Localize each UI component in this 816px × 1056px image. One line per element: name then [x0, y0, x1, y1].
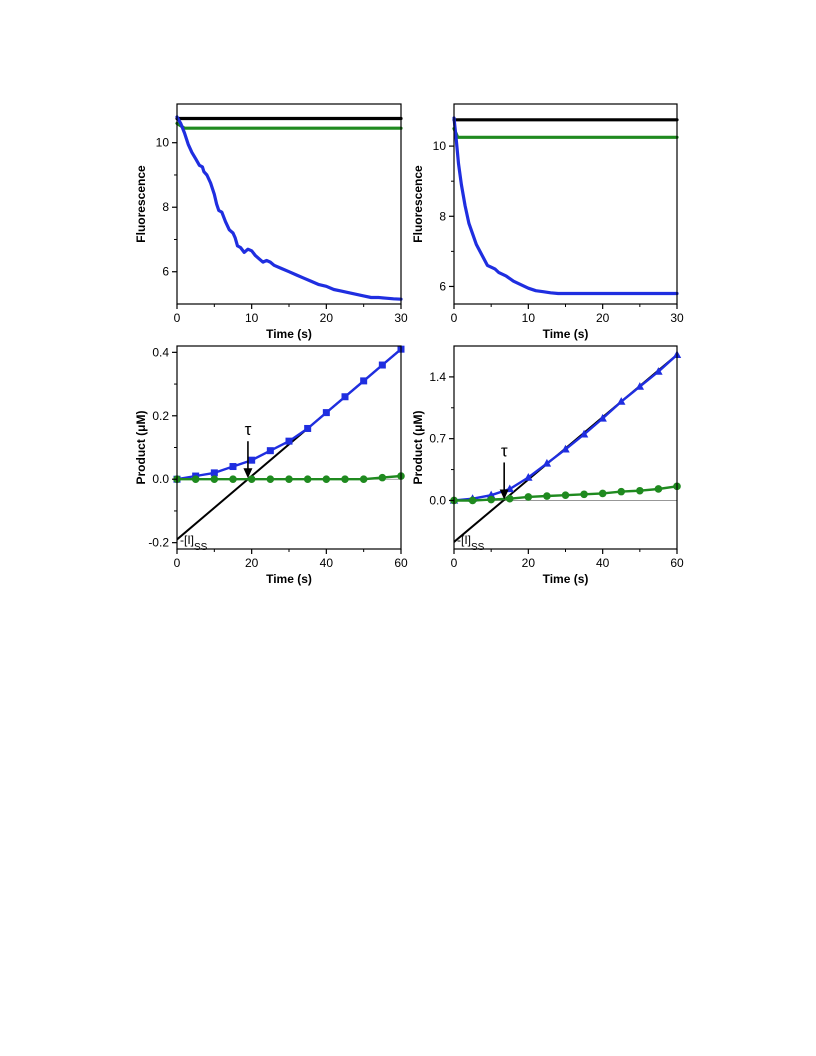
- chart-4-series-1-point: [598, 413, 607, 422]
- chart-3-y-tick-label: 0.4: [152, 345, 169, 359]
- chart-4-series-1-line: [452, 353, 679, 502]
- chart-4-series-2-point: [580, 490, 588, 499]
- chart-2-y-tick-label: 8: [439, 209, 446, 223]
- chart-3-series-2-point: [247, 475, 256, 484]
- chart-4-series-2-point: [561, 491, 570, 499]
- chart-3-intercept-label: -[I]SS: [180, 533, 208, 553]
- chart-4-series-2-point: [468, 496, 477, 505]
- chart-2: 0 10 20 30 6 8 10 Time (s) Fluorescence: [411, 103, 684, 341]
- chart-1-y-tick-label: 10: [156, 136, 170, 150]
- chart-4-series-1-point: [654, 367, 663, 375]
- chart-4-x-tick-label: 40: [596, 556, 610, 570]
- chart-3-series-1-point: [304, 424, 312, 432]
- chart-2-series-3-line: [452, 116, 679, 296]
- chart-4-series-2-point: [654, 485, 663, 493]
- chart-3: τ -[I]SS 0 20 40 60 -0.2 0.0 0.2 0.4 Time (s) Produ…: [134, 345, 408, 586]
- chart-4-series-1-point: [579, 429, 589, 438]
- chart-2-frame: [453, 103, 678, 305]
- chart-2-x-tick-label: 0: [451, 311, 458, 325]
- chart-3-series-2-point: [191, 475, 200, 484]
- chart-4-series-2-point: [487, 495, 495, 504]
- chart-4-x-tick-label: 0: [451, 556, 458, 570]
- chart-3-series-2-point: [303, 475, 312, 484]
- chart-3-series-1-point: [360, 377, 368, 385]
- chart-4-series-2-point: [617, 487, 626, 496]
- chart-4-series-2-point: [543, 492, 551, 500]
- chart-3-x-tick-label: 60: [394, 556, 408, 570]
- chart-4-y-tick-label: 1.4: [429, 370, 446, 384]
- chart-1-series-2-line: [175, 121, 403, 130]
- chart-4: τ -[I]SS 0 20 40 60 0.0 0.7 1.4 Time (s) Product (…: [411, 345, 684, 586]
- chart-3-series-1-point: [210, 469, 218, 477]
- chart-3-x-tick-label: 20: [245, 556, 259, 570]
- chart-3-series-1-point: [229, 463, 237, 471]
- chart-1-series-3-line: [175, 115, 403, 301]
- chart-3-series-1-point: [266, 447, 274, 455]
- chart-1: 0 10 20 30 6 8 10 Time (s) Fluorescence: [134, 103, 408, 341]
- chart-3-series-1-point: [285, 437, 293, 445]
- chart-1-x-tick-label: 20: [320, 311, 334, 325]
- chart-4-series-1-point: [561, 444, 570, 453]
- chart-1-x-tick-label: 30: [394, 311, 408, 325]
- chart-1-x-axis-title: Time (s): [266, 327, 312, 341]
- chart-3-series-1-point: [248, 456, 256, 464]
- chart-2-x-tick-label: 10: [522, 311, 536, 325]
- chart-3-series-2-point: [378, 473, 387, 482]
- chart-3-y-axis-title: Product (μM): [134, 410, 148, 484]
- chart-3-y-tick-label: -0.2: [148, 536, 169, 550]
- chart-3-series-2-point: [266, 475, 275, 484]
- chart-4-tau-label: τ: [501, 441, 508, 460]
- chart-4-series-2-point: [505, 494, 514, 503]
- chart-4-series-2-point: [524, 493, 533, 501]
- chart-2-y-tick-label: 10: [433, 139, 447, 153]
- chart-3-y-tick-label: 0.0: [152, 472, 169, 486]
- chart-3-series-1-point: [378, 361, 386, 369]
- chart-2-x-tick-label: 30: [670, 311, 684, 325]
- chart-3-series-2-point: [322, 475, 331, 484]
- chart-2-x-axis-title: Time (s): [543, 327, 589, 341]
- chart-2-y-axis-title: Fluorescence: [411, 165, 425, 243]
- chart-3-series-1-point: [341, 393, 349, 401]
- chart-4-y-tick-label: 0.0: [429, 493, 446, 507]
- chart-1-y-axis-title: Fluorescence: [134, 165, 148, 243]
- chart-4-series-1-point: [524, 473, 533, 481]
- chart-3-x-axis-title: Time (s): [266, 572, 312, 586]
- chart-1-y-tick-label: 6: [162, 265, 169, 279]
- chart-4-series-2-point: [636, 486, 644, 495]
- chart-1-x-tick-label: 10: [245, 311, 259, 325]
- chart-4-series-1-point: [635, 382, 645, 390]
- chart-3-series-2-point: [285, 475, 293, 484]
- chart-3-y-tick-label: 0.2: [152, 409, 169, 423]
- chart-4-series-1-point: [542, 458, 552, 467]
- chart-3-series-2-point: [359, 475, 368, 484]
- chart-4-x-tick-label: 20: [522, 556, 536, 570]
- chart-4-y-axis-title: Product (μM): [411, 410, 425, 484]
- chart-3-series-1-line: [175, 348, 403, 481]
- chart-4-y-tick-label: 0.7: [429, 432, 446, 446]
- chart-1-frame: [176, 103, 402, 305]
- chart-3-tau-label: τ: [245, 420, 252, 439]
- chart-3-series-2-point: [229, 475, 237, 484]
- chart-4-series-1-point: [617, 397, 626, 405]
- chart-4-x-tick-label: 60: [670, 556, 684, 570]
- chart-1-y-tick-label: 8: [162, 200, 169, 214]
- chart-4-tau-arrow-head: [499, 489, 509, 500]
- chart-1-x-tick-label: 0: [174, 311, 181, 325]
- chart-3-series-2-point: [341, 475, 349, 484]
- chart-3-series-1-point: [322, 409, 330, 417]
- chart-4-series-2-point: [598, 489, 607, 498]
- chart-3-tau-arrow-head: [243, 468, 253, 479]
- chart-2-series-2-line: [452, 127, 679, 139]
- chart-2-y-tick-label: 6: [439, 279, 446, 293]
- chart-4-x-axis-title: Time (s): [543, 572, 589, 586]
- chart-3-x-tick-label: 40: [320, 556, 334, 570]
- chart-2-x-tick-label: 20: [596, 311, 610, 325]
- chart-3-series-2-point: [210, 475, 219, 484]
- chart-3-x-tick-label: 0: [174, 556, 181, 570]
- chart-4-intercept-label: -[I]SS: [457, 533, 485, 553]
